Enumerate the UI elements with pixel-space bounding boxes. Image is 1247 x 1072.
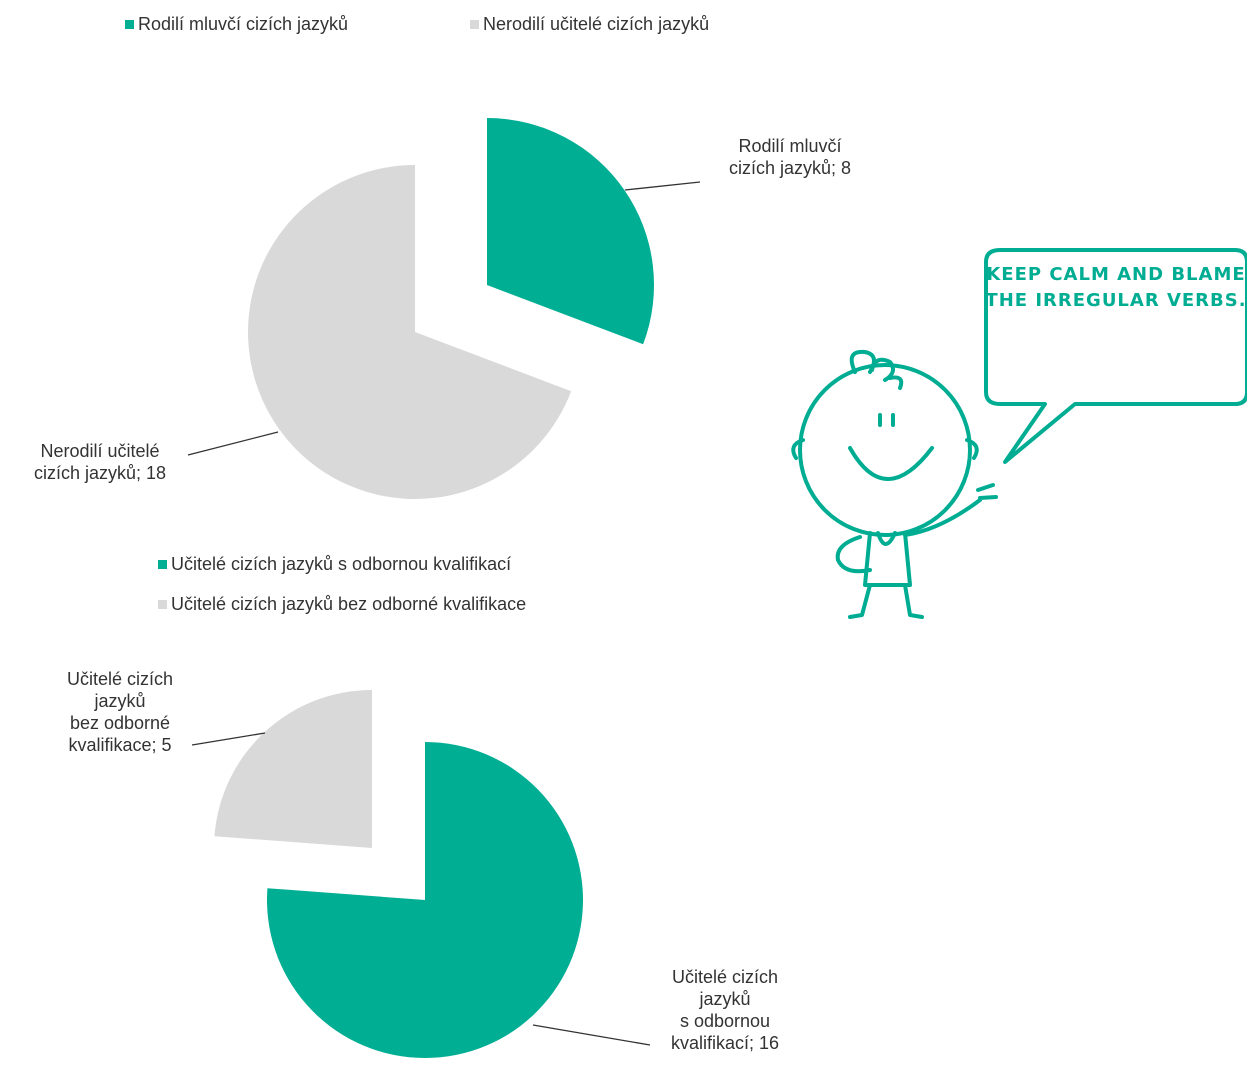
data-label: Učitelé cizích jazyků bez odborné kvalif… (66, 669, 174, 755)
legend-swatch (158, 559, 167, 569)
speech-bubble-text: KEEP CALM AND BLAME THE IRREGULAR VERBS. (985, 264, 1247, 311)
legend-item: Nerodilí učitelé cizích jazyků (470, 13, 709, 35)
cartoon (791, 248, 1247, 619)
leader-line (624, 181, 701, 191)
legend-item: Učitelé cizích jazyků bez odborné kvalif… (158, 593, 526, 615)
legend-text: Učitelé cizích jazyků s odbornou kvalifi… (171, 554, 512, 574)
pie-slice (248, 165, 572, 499)
pie-slice (487, 118, 654, 345)
pie-slice (266, 742, 583, 1058)
legend-text: Nerodilí učitelé cizích jazyků (483, 14, 710, 34)
leader-line (532, 1024, 651, 1046)
legend-swatch (125, 19, 134, 29)
data-label: Učitelé cizích jazyků s odbornou kvalifi… (670, 967, 780, 1053)
legend-text: Rodilí mluvčí cizích jazyků (138, 14, 349, 34)
legend-item: Učitelé cizích jazyků s odbornou kvalifi… (158, 553, 511, 575)
leader-line (187, 431, 279, 456)
legend-swatch (470, 19, 479, 29)
legend-swatch (158, 599, 167, 609)
data-label: Rodilí mluvčí cizích jazyků; 8 (728, 136, 852, 178)
legend-item: Rodilí mluvčí cizích jazyků (125, 13, 348, 35)
legend-text: Učitelé cizích jazyků bez odborné kvalif… (171, 594, 527, 614)
data-label: Nerodilí učitelé cizích jazyků; 18 (33, 441, 167, 483)
leader-line (191, 732, 266, 746)
pie-slice (214, 690, 372, 848)
